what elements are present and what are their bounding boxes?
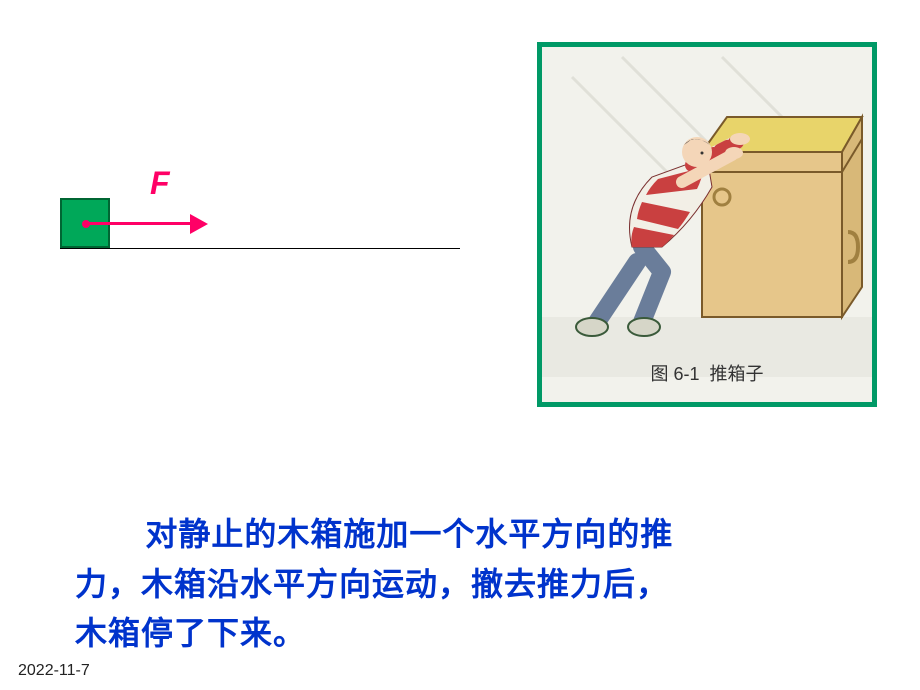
paragraph-line-3: 木箱停了下来。 bbox=[75, 615, 306, 651]
force-diagram: F bbox=[20, 180, 460, 300]
figure-caption-prefix: 图 6-1 bbox=[650, 364, 699, 384]
main-paragraph: 对静止的木箱施加一个水平方向的推 力，木箱沿水平方向运动，撤去推力后， 木箱停了… bbox=[75, 510, 865, 659]
push-box-illustration-icon bbox=[542, 47, 872, 402]
figure-caption-text: 推箱子 bbox=[710, 364, 764, 384]
figure-caption: 图 6-1 推箱子 bbox=[542, 360, 872, 386]
figure-push-box: 图 6-1 推箱子 bbox=[537, 42, 877, 407]
force-label: F bbox=[150, 165, 170, 202]
force-arrow-head-icon bbox=[190, 214, 208, 234]
paragraph-line-1: 对静止的木箱施加一个水平方向的推 bbox=[145, 516, 673, 552]
ground-line bbox=[60, 248, 460, 249]
paragraph-line-2: 力，木箱沿水平方向运动，撤去推力后， bbox=[75, 566, 669, 602]
date-stamp: 2022-11-7 bbox=[18, 662, 90, 680]
force-arrow-shaft bbox=[85, 222, 195, 225]
